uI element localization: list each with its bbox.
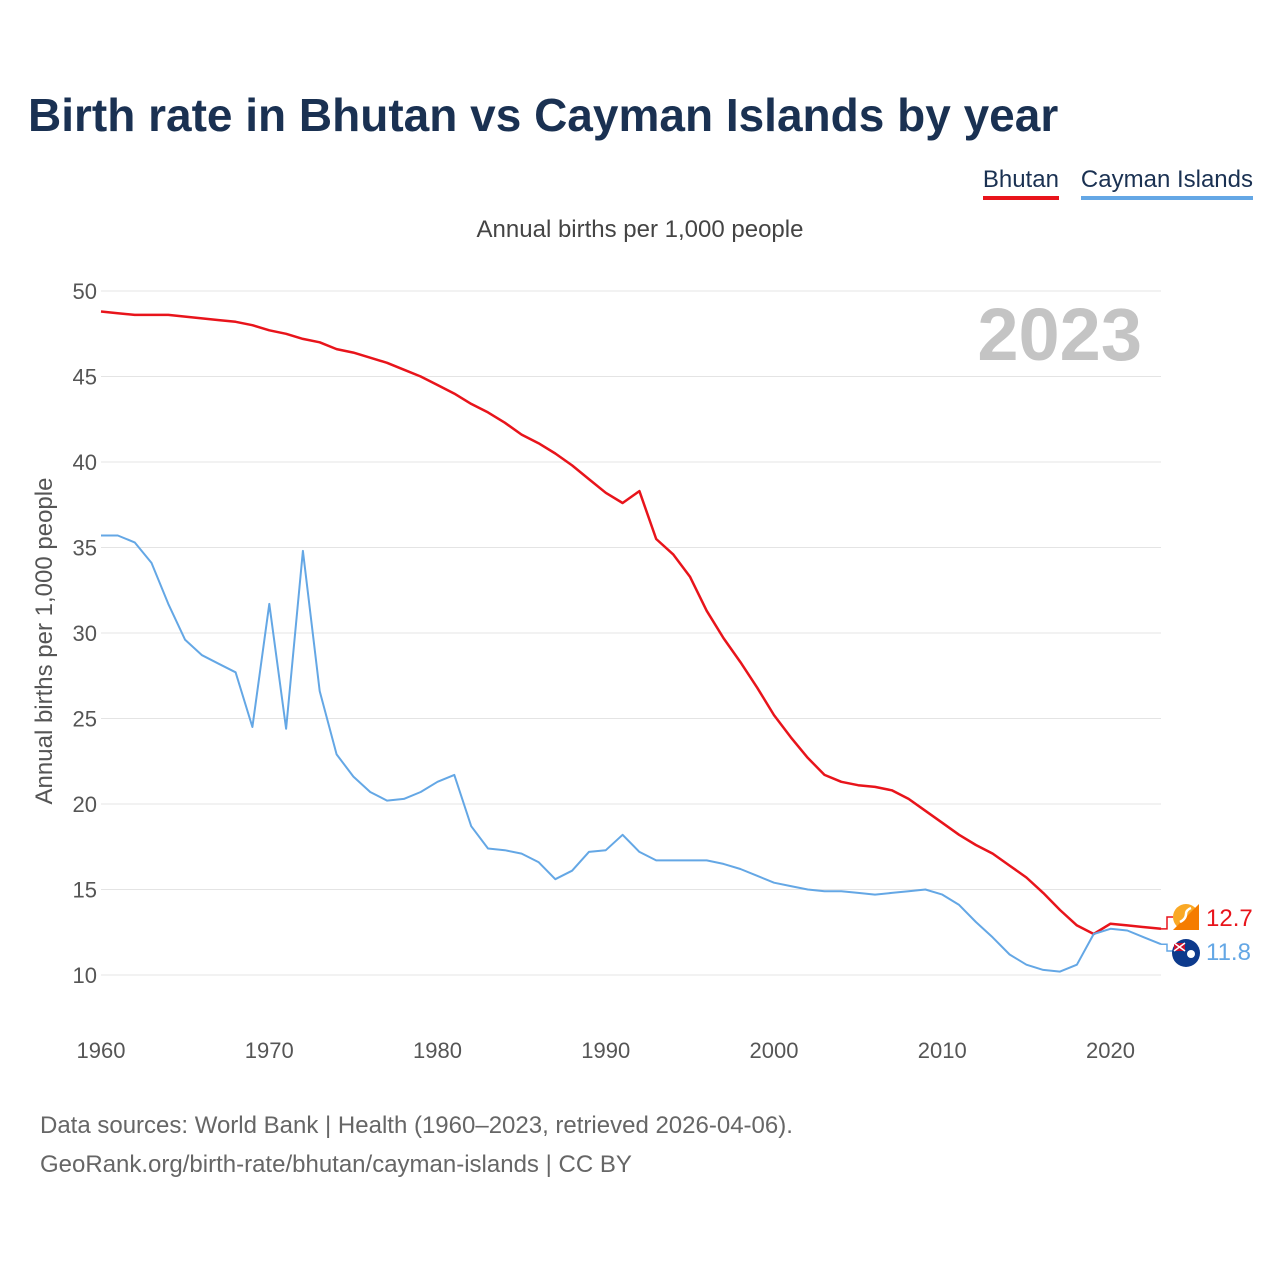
x-tick-label: 2020 [1086, 1038, 1135, 1063]
footer: Data sources: World Bank | Health (1960–… [40, 1106, 793, 1184]
y-tick-label: 35 [73, 536, 97, 561]
series-line-cayman-islands[interactable] [101, 534, 1162, 973]
source-text: Data sources: World Bank | Health (1960–… [40, 1112, 793, 1139]
attribution-link[interactable]: GeoRank.org/birth-rate/bhutan/cayman-isl… [40, 1151, 632, 1178]
x-tick-label: 1980 [413, 1038, 462, 1063]
year-badge: 2023 [977, 293, 1142, 376]
y-tick-label: 20 [73, 792, 97, 817]
legend-item-cayman-islands[interactable]: Cayman Islands [1080, 166, 1253, 200]
x-tick-label: 1970 [245, 1038, 294, 1063]
legend-item-bhutan[interactable]: Bhutan [982, 166, 1059, 200]
y-axis-ticks: 10 15 20 25 30 35 40 45 50 [73, 279, 97, 988]
x-tick-label: 2000 [750, 1038, 799, 1063]
end-connector [1161, 916, 1173, 930]
y-tick-label: 45 [73, 365, 97, 390]
y-tick-label: 15 [73, 878, 97, 903]
grid-lines [101, 290, 1161, 976]
legend: Bhutan Cayman Islands [982, 166, 1253, 200]
x-tick-label: 1990 [581, 1038, 630, 1063]
y-tick-label: 30 [73, 621, 97, 646]
chart-subtitle: Annual births per 1,000 people [476, 216, 804, 243]
x-tick-label: 2010 [918, 1038, 967, 1063]
cayman-islands-flag-icon [1172, 939, 1200, 967]
y-axis-label: Annual births per 1,000 people [31, 478, 58, 805]
end-connector [1161, 943, 1173, 952]
y-tick-label: 10 [73, 963, 97, 988]
y-tick-label: 50 [73, 279, 97, 304]
x-axis-ticks: 1960 1970 1980 1990 2000 2010 2020 [77, 1038, 1135, 1063]
chart-title: Birth rate in Bhutan vs Cayman Islands b… [28, 89, 1059, 141]
series-lines [100, 310, 1162, 973]
x-tick-label: 1960 [77, 1038, 126, 1063]
end-value-label: 12.7 [1206, 905, 1253, 932]
end-labels: 12.7 11.8 [1161, 904, 1253, 967]
y-tick-label: 40 [73, 450, 97, 475]
y-tick-label: 25 [73, 707, 97, 732]
end-value-label: 11.8 [1206, 939, 1251, 966]
bhutan-flag-icon [1173, 904, 1199, 930]
series-line-bhutan[interactable] [100, 310, 1162, 936]
